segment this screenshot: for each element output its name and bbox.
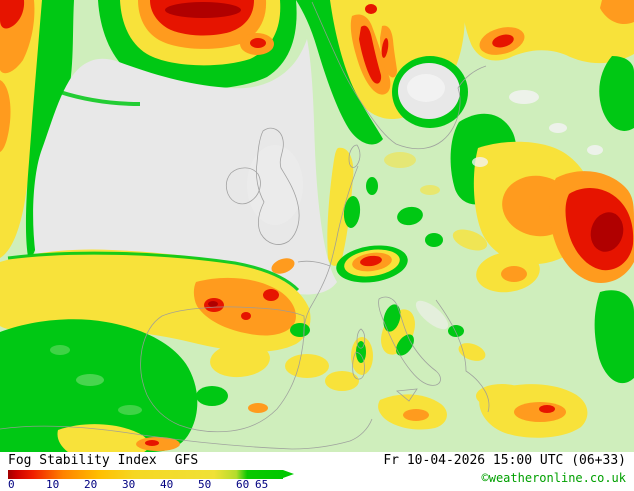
- map-title: Fog Stability Index GFS: [8, 453, 198, 468]
- legend-tick: 60: [236, 478, 250, 491]
- legend-arrow: [283, 470, 294, 478]
- legend-tick: 10: [46, 478, 60, 491]
- legend-tick: 65: [255, 478, 269, 491]
- legend-ticks: 0 10 20 30 40 50 60 65: [8, 479, 308, 490]
- model-name: GFS: [174, 453, 199, 468]
- weather-map: [0, 0, 634, 452]
- legend-tick: 0: [8, 478, 15, 491]
- footer-row-top: Fog Stability Index GFS Fr 10-04-2026 15:…: [0, 452, 634, 469]
- region-baltic: [392, 56, 468, 128]
- legend-bar: [8, 470, 283, 479]
- region-east: [450, 0, 634, 293]
- legend-tick: 20: [84, 478, 98, 491]
- legend: 0 10 20 30 40 50 60 65: [8, 469, 308, 490]
- region-iberia: [0, 319, 310, 452]
- timestamp: Fr 10-04-2026 15:00 UTC (06+33): [383, 453, 626, 468]
- central-europe-streaks: [327, 147, 440, 266]
- central-europe-green-blobs: [343, 177, 443, 247]
- legend-tick: 30: [122, 478, 136, 491]
- region-alps: [336, 245, 408, 283]
- footer-row-bottom: 0 10 20 30 40 50 60 65 ©weatheronline.co.uk: [0, 469, 634, 490]
- region-mediterranean: [285, 290, 634, 438]
- fsi-map-svg: [0, 0, 634, 452]
- footer: Fog Stability Index GFS Fr 10-04-2026 15:…: [0, 452, 634, 490]
- region-atlantic-sea: [33, 39, 337, 295]
- copyright: ©weatheronline.co.uk: [481, 471, 627, 485]
- legend-tick: 40: [160, 478, 174, 491]
- product-name: Fog Stability Index: [8, 453, 157, 468]
- legend-tick: 50: [198, 478, 212, 491]
- region-topcenter: [98, 0, 297, 90]
- coastlines: [0, 1, 490, 450]
